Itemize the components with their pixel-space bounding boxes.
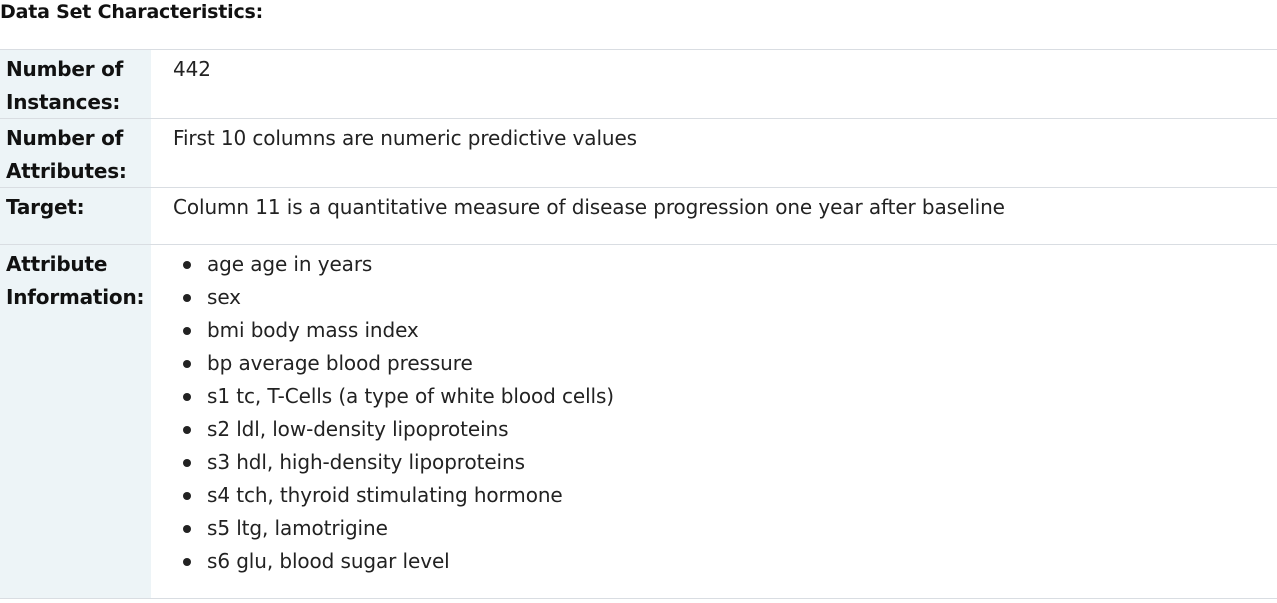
field-name-instances: Number of Instances: bbox=[0, 50, 151, 118]
field-value-target: Column 11 is a quantitative measure of d… bbox=[173, 195, 1005, 219]
attribute-list-item: s4 tch, thyroid stimulating hormone bbox=[183, 479, 1277, 512]
field-name-target: Target: bbox=[0, 188, 151, 244]
attribute-list-item: age age in years bbox=[183, 248, 1277, 281]
field-row-attribute-info: Attribute Information: age age in years … bbox=[0, 244, 1277, 599]
attribute-list-item: bmi body mass index bbox=[183, 314, 1277, 347]
section-heading: Data Set Characteristics: bbox=[0, 1, 264, 23]
attribute-list-item: s1 tc, T-Cells (a type of white blood ce… bbox=[183, 380, 1277, 413]
field-row-instances: Number of Instances: 442 bbox=[0, 49, 1277, 118]
attribute-list-item: s5 ltg, lamotrigine bbox=[183, 512, 1277, 545]
field-name-attribute-info: Attribute Information: bbox=[0, 245, 151, 598]
attribute-list-item: sex bbox=[183, 281, 1277, 314]
attribute-list-item: s2 ldl, low-density lipoproteins bbox=[183, 413, 1277, 446]
field-list: Number of Instances: 442 Number of Attri… bbox=[0, 49, 1277, 599]
field-value-attribute-info: age age in years sex bmi body mass index… bbox=[151, 245, 1277, 598]
field-value-attributes: First 10 columns are numeric predictive … bbox=[173, 126, 638, 150]
field-name-attributes: Number of Attributes: bbox=[0, 119, 151, 187]
attribute-list-item: s3 hdl, high-density lipoproteins bbox=[183, 446, 1277, 479]
attribute-list-item: s6 glu, blood sugar level bbox=[183, 545, 1277, 578]
attribute-list-item: bp average blood pressure bbox=[183, 347, 1277, 380]
attribute-list: age age in years sex bmi body mass index… bbox=[173, 245, 1277, 578]
field-value-instances: 442 bbox=[173, 57, 211, 81]
field-row-target: Target: Column 11 is a quantitative meas… bbox=[0, 187, 1277, 244]
field-row-attributes: Number of Attributes: First 10 columns a… bbox=[0, 118, 1277, 187]
